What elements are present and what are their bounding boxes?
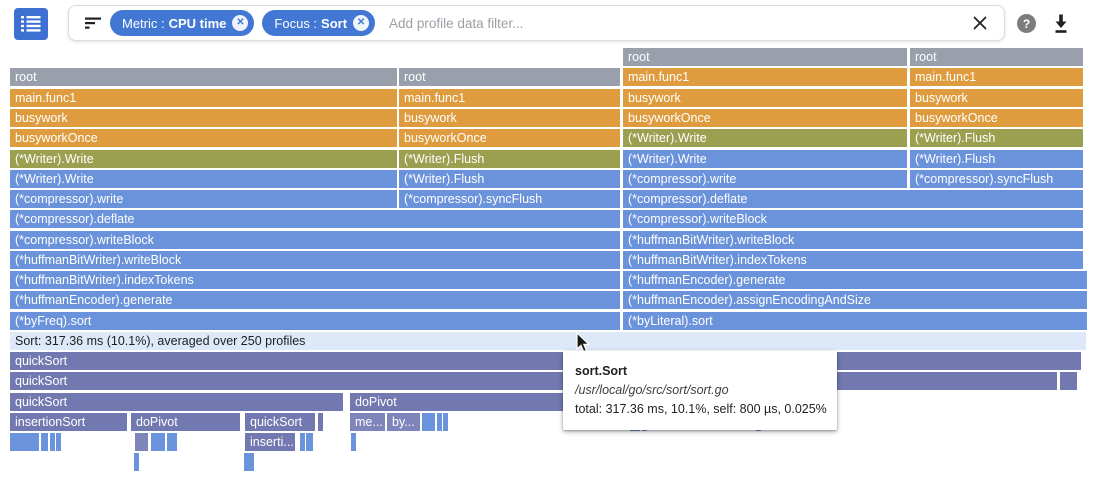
close-icon [973,16,987,30]
flame-bar[interactable] [351,433,356,451]
flame-bar[interactable] [10,433,39,451]
flame-bar[interactable]: root [623,48,907,66]
flame-bar[interactable]: busywork [10,109,397,127]
flame-bar[interactable]: quickSort [10,393,343,411]
tooltip: sort.Sort /usr/local/go/src/sort/sort.go… [563,351,837,430]
flame-bar[interactable]: (*Writer).Write [10,170,397,188]
flame-bar[interactable]: (*compressor).syncFlush [910,170,1083,188]
flame-bar[interactable]: doPivot [131,413,240,431]
download-icon [1055,14,1067,33]
tooltip-stats: total: 317.36 ms, 10.1%, self: 800 µs, 0… [575,402,827,416]
chip-remove-icon[interactable]: ✕ [232,15,249,31]
flame-bar[interactable] [151,433,165,451]
tooltip-function-name: sort.Sort [575,364,628,378]
flame-bar[interactable]: busywork [399,109,620,127]
chip-label: Focus : [274,15,318,31]
chip-remove-icon[interactable]: ✕ [353,15,370,31]
menu-button[interactable] [14,8,48,40]
flame-bar[interactable]: busyworkOnce [10,129,397,147]
flame-bar[interactable]: (*byLiteral).sort [623,312,1087,330]
flame-bar[interactable]: by... [387,413,420,431]
flame-bar[interactable]: quickSort [10,372,1057,390]
filter-list-icon [85,16,102,30]
flame-bar[interactable]: (*compressor).syncFlush [399,190,620,208]
flame-bar[interactable]: main.func1 [623,68,907,86]
flame-bar[interactable] [1060,372,1077,390]
flame-bar[interactable]: busyworkOnce [399,129,620,147]
flame-bar[interactable]: (*huffmanBitWriter).writeBlock [10,251,620,269]
flame-bar[interactable]: (*byFreq).sort [10,312,620,330]
profile-filter-bar[interactable]: Metric : CPU time ✕ Focus : Sort ✕ [68,5,1005,41]
flame-bar[interactable]: (*huffmanEncoder).generate [623,271,1087,289]
flame-bar[interactable] [443,413,448,431]
flame-bar[interactable]: me... [350,413,385,431]
chip-value: Sort [321,15,348,31]
view-list-icon [21,16,41,32]
filter-chip-metric[interactable]: Metric : CPU time ✕ [110,10,255,36]
tooltip-source-path: /usr/local/go/src/sort/sort.go [575,383,729,397]
flame-bar[interactable] [306,433,313,451]
chip-label: Metric : [122,15,165,31]
flame-bar[interactable]: busyworkOnce [910,109,1083,127]
flame-bar[interactable] [41,433,48,451]
flame-bar[interactable]: (*compressor).write [623,170,907,188]
flame-bar[interactable]: (*huffmanBitWriter).indexTokens [10,271,620,289]
flame-bar[interactable]: (*huffmanEncoder).generate [10,291,620,309]
flame-bar[interactable]: (*Writer).Write [623,150,907,168]
flame-bar[interactable]: (*Writer).Write [623,129,907,147]
flame-bar[interactable] [437,413,442,431]
flame-bar[interactable]: (*huffmanBitWriter).indexTokens [623,251,1083,269]
filter-chip-focus[interactable]: Focus : Sort ✕ [262,10,376,36]
flame-bar[interactable]: (*compressor).write [10,190,397,208]
flame-bar[interactable] [56,433,61,451]
toolbar: Metric : CPU time ✕ Focus : Sort ✕ ? [0,0,1096,46]
chip-value: CPU time [168,15,227,31]
flame-bar[interactable] [318,413,323,431]
flame-bar[interactable] [172,433,177,451]
flame-bar[interactable]: (*compressor).writeBlock [623,210,1083,228]
flame-bar[interactable]: (*huffmanBitWriter).writeBlock [623,231,1083,249]
filter-input[interactable] [387,14,966,32]
flame-bar[interactable]: (*compressor).deflate [623,190,1083,208]
flame-bar[interactable]: (*Writer).Flush [399,150,620,168]
flame-bar[interactable]: (*huffmanEncoder).assignEncodingAndSize [623,291,1087,309]
sort-summary-row[interactable]: Sort: 317.36 ms (10.1%), averaged over 2… [10,332,1086,350]
help-button[interactable]: ? [1017,14,1036,33]
flame-bar[interactable] [50,433,55,451]
flame-bar[interactable]: main.func1 [399,89,620,107]
flame-bar[interactable]: (*Writer).Flush [910,129,1083,147]
flame-bar[interactable]: quickSort [10,352,1081,370]
flame-bar[interactable]: busywork [623,89,907,107]
flame-bar[interactable]: (*Writer).Flush [399,170,620,188]
download-button[interactable] [1052,12,1070,34]
flame-bar[interactable] [167,433,172,451]
flame-bar[interactable]: (*Writer).Write [10,150,397,168]
clear-filters-button[interactable] [972,15,988,31]
flame-bar[interactable] [135,433,148,451]
flame-bar[interactable]: main.func1 [910,68,1083,86]
flame-bar[interactable] [300,433,305,451]
flame-bar[interactable]: busyworkOnce [623,109,907,127]
flame-bar[interactable]: busywork [910,89,1083,107]
flame-bar[interactable] [422,413,435,431]
flame-bar[interactable]: quickSort [245,413,315,431]
flame-bar[interactable]: main.func1 [10,89,397,107]
flame-bar[interactable] [244,453,249,471]
flame-bar[interactable] [249,453,254,471]
flame-bar[interactable]: inserti... [245,433,295,451]
flame-bar[interactable]: (*Writer).Flush [910,150,1083,168]
flame-bar[interactable]: root [10,68,397,86]
flame-bar[interactable]: (*compressor).writeBlock [10,231,620,249]
flame-bar[interactable]: insertionSort [10,413,127,431]
flame-bar[interactable]: root [910,48,1083,66]
flame-bar[interactable]: (*compressor).deflate [10,210,620,228]
help-icon: ? [1022,16,1031,31]
flame-bar[interactable]: root [399,68,620,86]
flame-bar[interactable] [134,453,139,471]
